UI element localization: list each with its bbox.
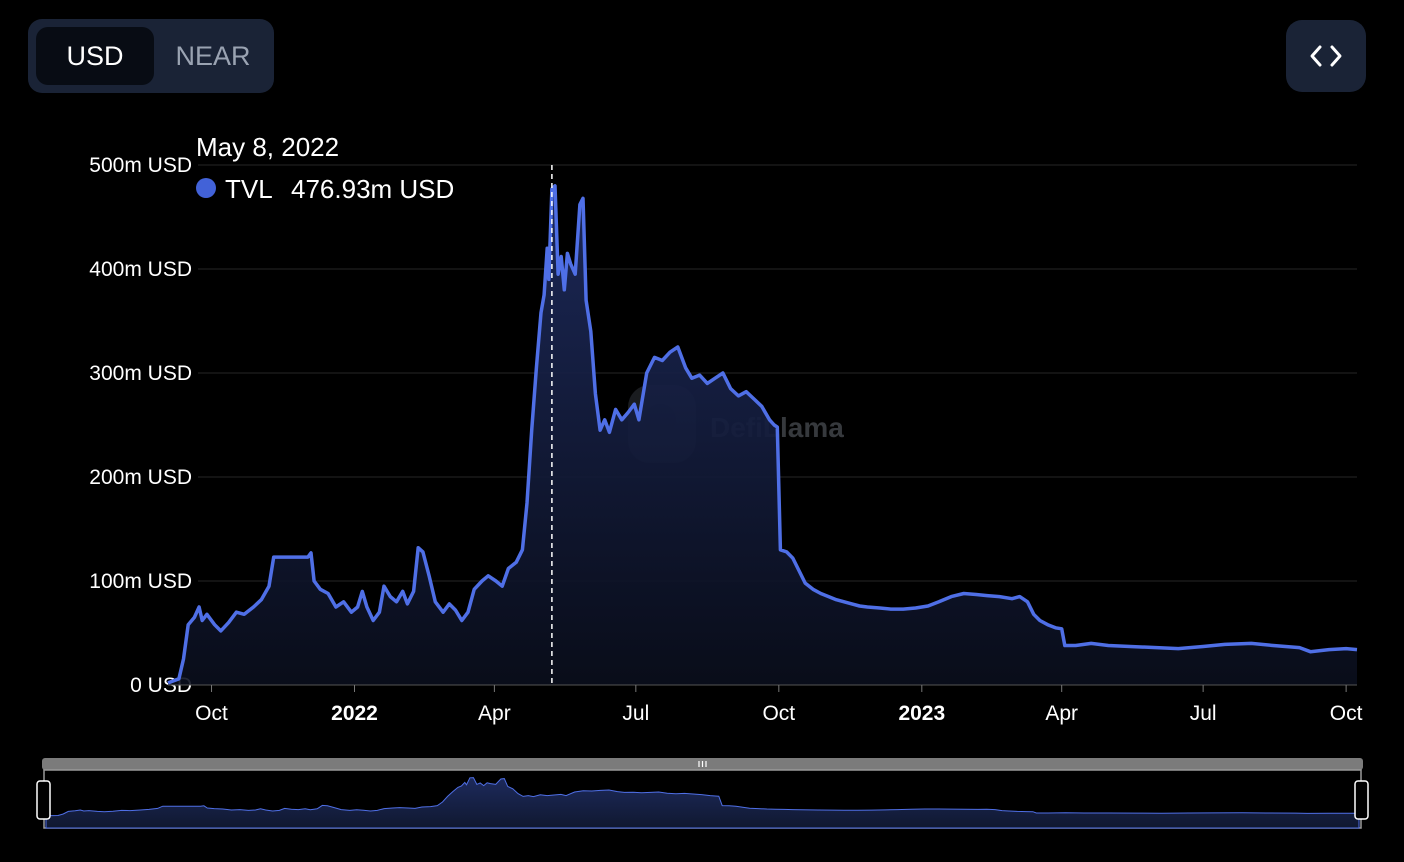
- y-tick-label: 200m USD: [89, 466, 192, 489]
- range-handle-right[interactable]: [1354, 780, 1369, 820]
- x-tick-label: 2023: [898, 702, 945, 725]
- range-handle-left[interactable]: [36, 780, 51, 820]
- x-tick-label: Oct: [195, 702, 228, 725]
- y-tick-label: 100m USD: [89, 570, 192, 593]
- tooltip-series-marker: [196, 178, 216, 198]
- y-tick-label: 500m USD: [89, 154, 192, 177]
- y-tick-label: 300m USD: [89, 362, 192, 385]
- x-tick-label: Apr: [1045, 702, 1078, 725]
- tvl-area: [168, 185, 1357, 686]
- currency-toggle: USD NEAR: [28, 19, 274, 93]
- code-brackets-icon: [1310, 45, 1342, 67]
- x-tick-label: Oct: [762, 702, 795, 725]
- x-tick-label: Jul: [622, 702, 649, 725]
- y-tick-label: 400m USD: [89, 258, 192, 281]
- tooltip-value: 476.93m USD: [291, 174, 454, 204]
- tooltip-series-name: TVL: [225, 174, 273, 204]
- tooltip: May 8, 2022 TVL 476.93m USD: [196, 132, 454, 204]
- x-axis: Oct 2022 Apr Jul Oct 2023 Apr Jul Oct: [195, 685, 1363, 725]
- range-slider[interactable]: [36, 758, 1369, 829]
- near-toggle-button[interactable]: NEAR: [175, 40, 251, 71]
- tooltip-date: May 8, 2022: [196, 132, 339, 162]
- tvl-line: [167, 184, 1358, 685]
- brush-preview-area: [45, 777, 1360, 829]
- usd-toggle-button[interactable]: USD: [36, 27, 154, 85]
- x-tick-label: Jul: [1190, 702, 1217, 725]
- x-tick-label: 2022: [331, 702, 378, 725]
- x-tick-label: Apr: [478, 702, 511, 725]
- range-slider-grip-icon[interactable]: [698, 761, 707, 767]
- embed-button[interactable]: [1286, 20, 1366, 92]
- x-tick-label: Oct: [1330, 702, 1363, 725]
